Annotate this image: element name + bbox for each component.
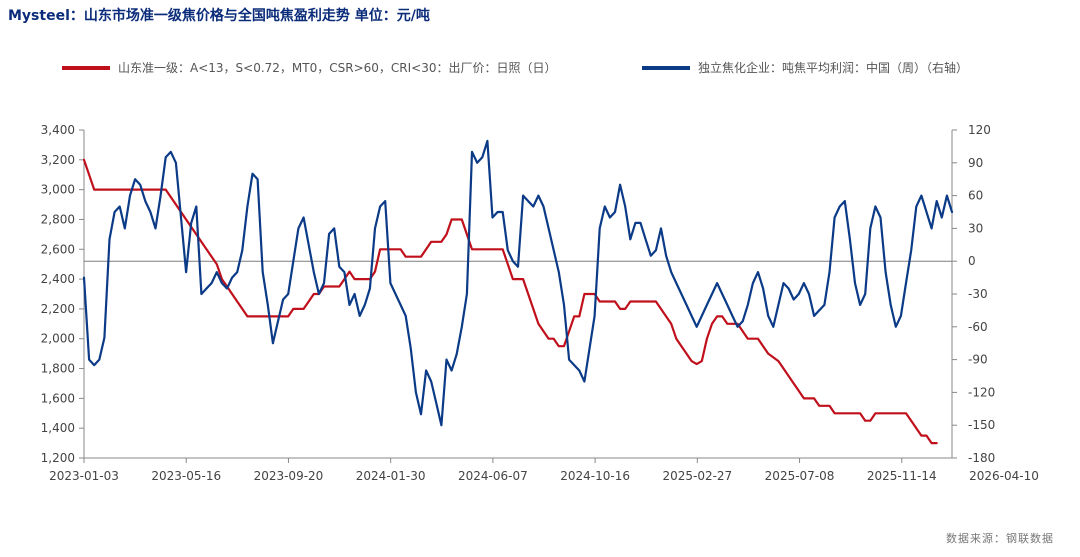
right-tick-label: -120 (968, 385, 995, 399)
left-tick-label: 3,200 (41, 153, 75, 167)
right-tick-label: -60 (968, 320, 988, 334)
left-tick-label: 3,000 (41, 183, 75, 197)
left-tick-label: 2,600 (41, 242, 75, 256)
left-tick-label: 1,600 (41, 391, 75, 405)
series-line-coking-profit (82, 139, 954, 427)
x-tick-label: 2025-02-27 (662, 469, 732, 483)
right-tick-label: 0 (968, 254, 976, 268)
x-tick-label: 2023-05-16 (151, 469, 221, 483)
legend-label-coke-price: 山东准一级：A<13，S<0.72，MT0，CSR>60，CRI<30：出厂价：… (118, 61, 557, 75)
chart-title: Mysteel：山东市场准一级焦价格与全国吨焦盈利走势 单位：元/吨 (8, 8, 430, 24)
left-tick-label: 1,800 (41, 362, 75, 376)
legend-item-coke-price: 山东准一级：A<13，S<0.72，MT0，CSR>60，CRI<30：出厂价：… (62, 59, 556, 76)
legend-swatch-red (62, 65, 110, 70)
left-tick-label: 2,400 (41, 272, 75, 286)
right-tick-label: 90 (968, 156, 983, 170)
left-tick-label: 3,400 (41, 123, 75, 137)
right-tick-label: 60 (968, 189, 983, 203)
x-tick-label: 2025-11-14 (867, 469, 937, 483)
x-tick-label: 2026-04-10 (969, 469, 1039, 483)
left-tick-label: 2,200 (41, 302, 75, 316)
left-tick-label: 1,200 (41, 451, 75, 465)
right-tick-label: 120 (968, 123, 991, 137)
right-tick-label: -180 (968, 451, 995, 465)
legend-swatch-blue (642, 65, 690, 70)
x-tick-label: 2025-07-08 (765, 469, 835, 483)
x-tick-label: 2024-10-16 (560, 469, 630, 483)
x-tick-label: 2023-01-03 (49, 469, 119, 483)
left-tick-label: 2,800 (41, 212, 75, 226)
left-tick-label: 1,400 (41, 421, 75, 435)
right-tick-label: -90 (968, 353, 988, 367)
left-tick-label: 2,000 (41, 332, 75, 346)
right-tick-label: 30 (968, 221, 983, 235)
legend: 山东准一级：A<13，S<0.72，MT0，CSR>60，CRI<30：出厂价：… (0, 59, 1080, 79)
legend-label-coking-profit: 独立焦化企业：吨焦平均利润：中国（周）（右轴） (698, 61, 969, 75)
x-tick-label: 2024-06-07 (458, 469, 528, 483)
right-tick-label: -30 (968, 287, 988, 301)
legend-item-coking-profit: 独立焦化企业：吨焦平均利润：中国（周）（右轴） (642, 59, 968, 76)
x-tick-label: 2023-09-20 (254, 469, 324, 483)
series-line-coke-price (82, 158, 938, 445)
right-tick-label: -150 (968, 418, 995, 432)
data-source: 数据来源：钢联数据 (946, 532, 1054, 545)
x-tick-label: 2024-01-30 (356, 469, 426, 483)
